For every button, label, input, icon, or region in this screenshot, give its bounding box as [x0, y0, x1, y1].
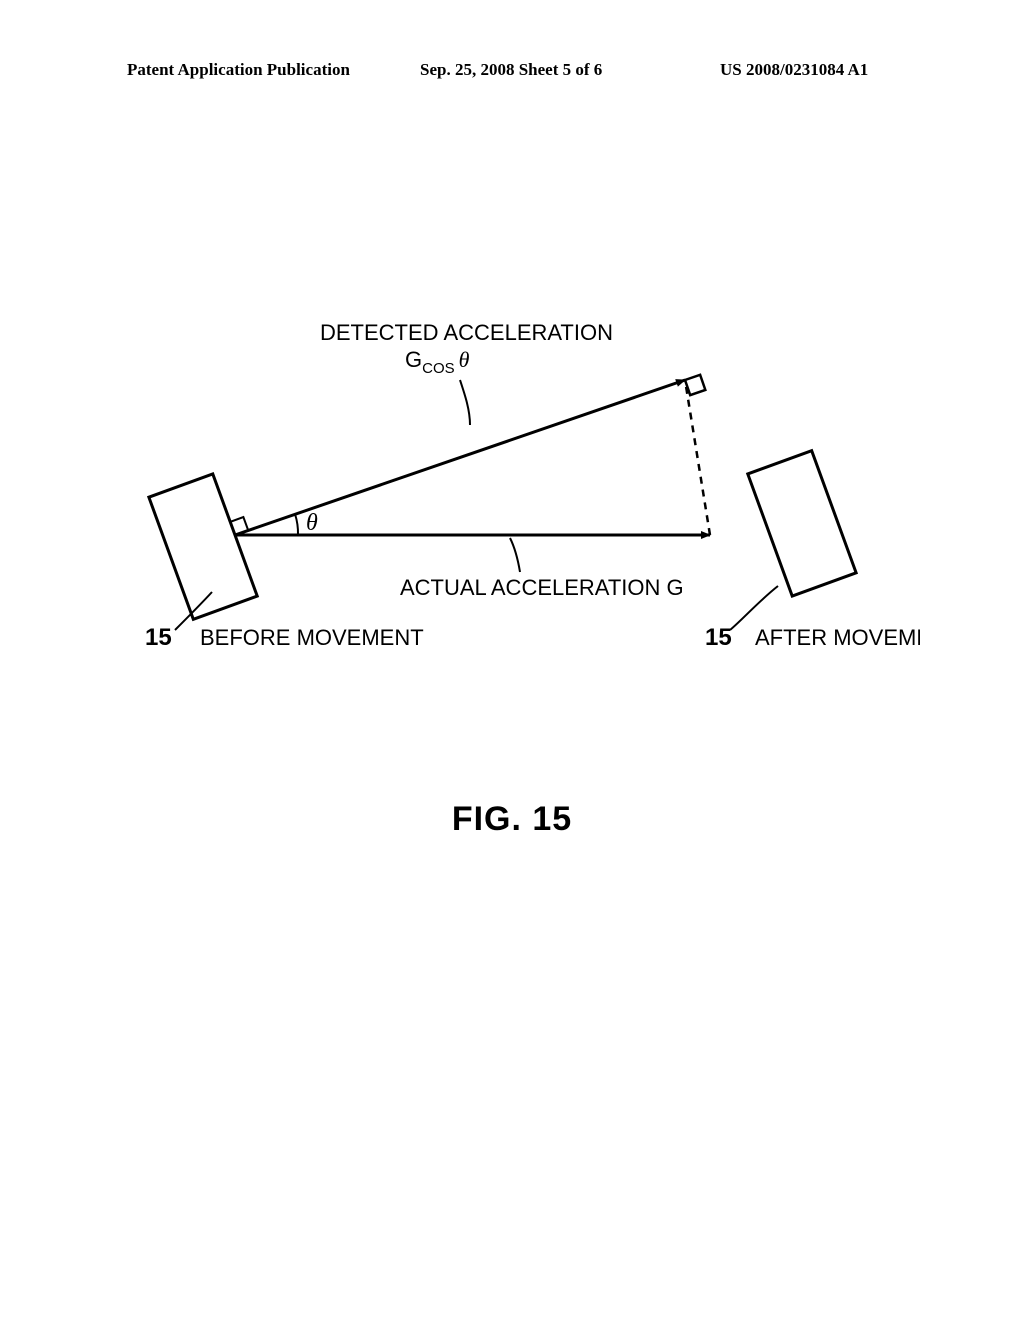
detected-label-line2: GCOSθ [405, 347, 470, 377]
header-left: Patent Application Publication [127, 60, 350, 80]
ref-left-15: 15 [145, 624, 172, 651]
theta-label: θ [306, 510, 318, 536]
perp-mark-right [685, 375, 705, 395]
figure-caption: FIG. 15 [0, 800, 1024, 839]
ref-right-15: 15 [705, 624, 732, 651]
callout-detected [460, 380, 470, 425]
figure-15-diagram: θ DETECTED ACCELERATION GCOSθ ACTUAL ACC… [130, 300, 920, 700]
before-label: BEFORE MOVEMENT [200, 625, 424, 650]
header-mid: Sep. 25, 2008 Sheet 5 of 6 [420, 60, 602, 80]
detected-label-line1: DETECTED ACCELERATION [320, 320, 613, 345]
detected-acceleration-arrow [235, 380, 685, 535]
after-label: AFTER MOVEMENT [755, 625, 920, 650]
projection-line [685, 380, 710, 535]
header-right: US 2008/0231084 A1 [720, 60, 868, 80]
actual-label: ACTUAL ACCELERATION G [400, 575, 684, 600]
leader-right-15 [730, 586, 778, 630]
theta-arc [295, 514, 298, 535]
callout-actual [510, 538, 520, 572]
box-before [149, 474, 257, 619]
box-after [748, 451, 856, 596]
